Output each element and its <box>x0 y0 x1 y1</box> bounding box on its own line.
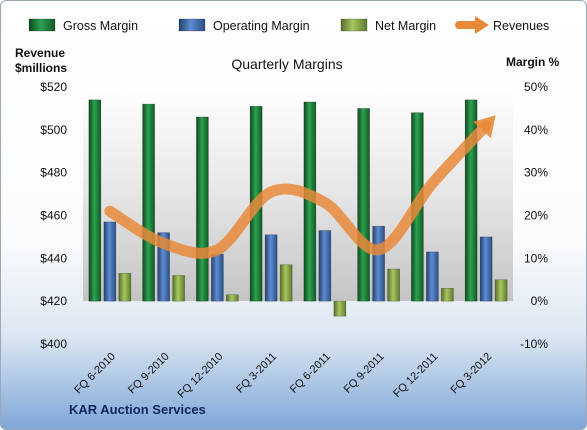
operating-margin-bar <box>264 234 278 302</box>
net-margin-legend-swatch <box>340 18 368 32</box>
x-tick-label: FQ 3-2012 <box>449 351 495 397</box>
right-tick-label: 50% <box>524 80 548 94</box>
right-tick-label: 0% <box>531 294 549 308</box>
x-tick-label: FQ 9-2010 <box>126 351 172 397</box>
net-margin-legend-label: Net Margin <box>375 19 436 33</box>
gross-margin-legend-label: Gross Margin <box>63 19 138 33</box>
gross-margin-bar <box>196 116 209 302</box>
revenues-legend-label: Revenues <box>493 19 549 33</box>
x-axis: FQ 6-2010 FQ 9-2010 FQ 12-2010 FQ 3-2011 FQ … <box>72 351 494 401</box>
gross-margin-bar <box>88 99 102 302</box>
left-axis-title-line2: $millions <box>15 61 67 75</box>
net-margin-bar <box>118 273 132 302</box>
operating-margin-bar <box>318 230 332 302</box>
right-tick-label: 20% <box>524 209 548 223</box>
operating-margin-bar <box>372 225 385 302</box>
revenues-legend-arrow <box>475 16 489 34</box>
operating-margin-bar <box>211 253 224 302</box>
revenue-line <box>104 120 492 259</box>
revenue-series <box>104 115 496 259</box>
right-tick-label: 40% <box>524 123 548 137</box>
left-tick-label: $500 <box>40 123 67 137</box>
x-tick-label: FQ 6-2010 <box>72 351 118 397</box>
right-tick-label: 30% <box>524 166 548 180</box>
left-tick-label: $420 <box>40 294 67 308</box>
net-margin-bar <box>172 275 185 302</box>
net-margin-bar <box>494 279 508 302</box>
legend: Gross Margin Operating Margin Net Margin Re… <box>28 16 549 34</box>
right-tick-label: -10% <box>520 337 548 351</box>
gross-margin-bar <box>142 103 155 302</box>
operating-margin-legend-swatch <box>178 18 206 32</box>
net-margin-bar <box>387 268 400 302</box>
x-tick-label: FQ 9-2011 <box>342 351 387 396</box>
left-tick-label: $440 <box>40 251 67 265</box>
revenue-arrowhead <box>473 115 496 139</box>
net-margin-bar <box>333 300 347 317</box>
x-tick-label: FQ 3-2011 <box>234 351 279 396</box>
left-tick-label: $520 <box>40 80 67 94</box>
gross-margin-bar <box>357 108 370 302</box>
net-margin-bar <box>441 288 454 302</box>
x-tick-label: FQ 12-2011 <box>391 351 440 400</box>
right-tick-label: 10% <box>524 251 548 265</box>
left-axis-title-line1: Revenue <box>15 46 65 60</box>
net-margin-bar <box>279 264 293 302</box>
x-tick-label: FQ 12-2010 <box>176 351 226 401</box>
left-tick-label: $400 <box>40 337 67 351</box>
right-axis: -10% 0% 10% 20% 30% 40% 50% <box>520 80 548 351</box>
net-margin-bar <box>226 294 239 302</box>
operating-margin-bar <box>103 221 117 302</box>
gross-margin-legend-swatch <box>28 18 56 32</box>
right-axis-title: Margin % <box>506 55 560 69</box>
left-tick-label: $460 <box>40 209 67 223</box>
operating-margin-bar <box>479 236 493 302</box>
left-tick-label: $480 <box>40 166 67 180</box>
source-label: KAR Auction Services <box>69 402 206 417</box>
x-tick-label: FQ 6-2011 <box>288 351 333 396</box>
chart-title: Quarterly Margins <box>231 56 342 72</box>
operating-margin-bar <box>426 251 439 302</box>
operating-margin-legend-label: Operating Margin <box>213 19 310 33</box>
left-axis: $400 $420 $440 $460 $480 $500 $520 <box>40 80 67 351</box>
